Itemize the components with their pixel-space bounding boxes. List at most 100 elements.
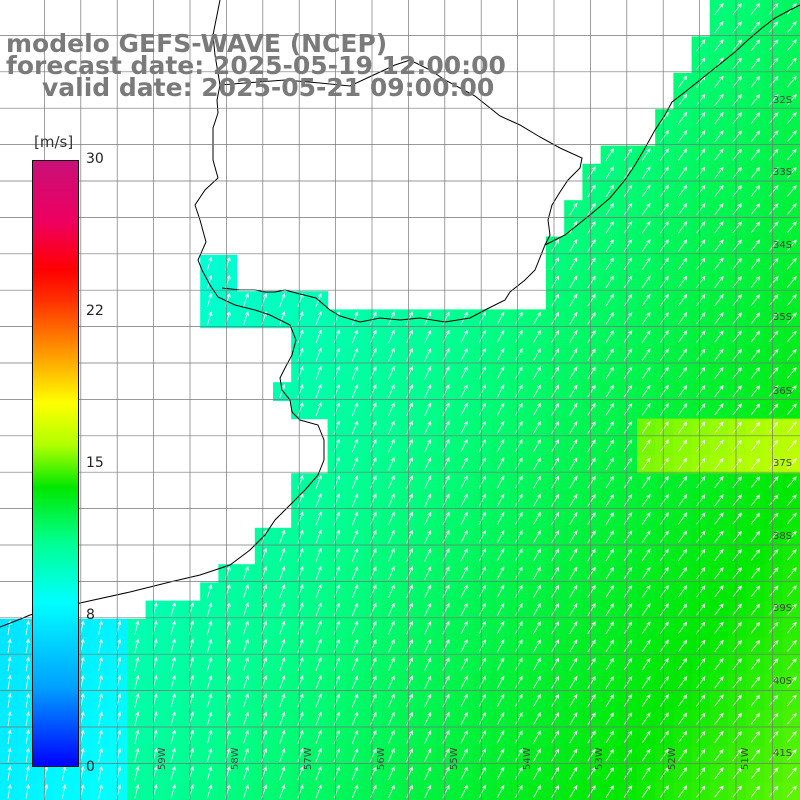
wind-speed-cell <box>618 327 638 347</box>
wind-speed-cell <box>673 327 693 347</box>
wind-arrow <box>696 330 706 343</box>
wind-arrow <box>369 365 377 380</box>
wind-arrow <box>678 275 688 289</box>
wind-arrow <box>297 620 304 635</box>
wind-arrow <box>750 148 761 161</box>
wind-speed-cell <box>473 400 492 420</box>
wind-speed-cell <box>582 436 602 456</box>
wind-arrow <box>605 330 615 343</box>
wind-speed-cell <box>673 200 693 219</box>
wind-arrow <box>297 402 304 417</box>
wind-arrow <box>460 675 468 689</box>
wind-speed-cell <box>491 455 511 474</box>
wind-speed-cell <box>564 600 583 620</box>
wind-speed-cell <box>582 764 602 784</box>
wind-arrow <box>678 293 688 307</box>
wind-arrow <box>696 603 706 616</box>
wind-arrow <box>605 512 615 525</box>
wind-arrow <box>768 530 779 543</box>
wind-arrow <box>388 311 395 326</box>
wind-arrow <box>533 402 541 416</box>
wind-speed-cell <box>655 582 674 602</box>
wind-speed-cell <box>564 345 583 365</box>
wind-speed-cell <box>655 345 674 365</box>
wind-arrow <box>206 274 213 289</box>
wind-speed-cell <box>509 327 529 347</box>
wind-speed-cell <box>764 145 784 165</box>
wind-arrow <box>406 766 413 781</box>
wind-speed-cell <box>728 36 747 56</box>
wind-arrow <box>641 548 651 562</box>
wind-arrow <box>732 130 742 143</box>
wind-arrow <box>714 2 724 15</box>
wind-speed-cell <box>673 746 693 765</box>
wind-arrow <box>623 530 633 543</box>
wind-speed-cell <box>509 709 529 729</box>
wind-speed-cell <box>582 273 602 292</box>
wind-arrow <box>25 747 30 763</box>
wind-speed-cell <box>618 400 638 420</box>
wind-speed-cell <box>546 291 565 310</box>
wind-speed-cell <box>582 618 602 638</box>
wind-speed-cell <box>691 546 711 565</box>
wind-speed-cell <box>564 491 583 511</box>
wind-arrow <box>678 494 688 507</box>
wind-speed-cell <box>582 527 602 547</box>
wind-arrow <box>533 620 541 635</box>
wind-arrow <box>732 621 742 634</box>
wind-arrow <box>623 694 633 707</box>
wind-speed-cell <box>491 491 511 511</box>
wind-speed-cell <box>673 254 693 274</box>
wind-arrow <box>406 693 413 708</box>
wind-speed-cell <box>746 218 765 238</box>
wind-speed-cell <box>673 400 693 420</box>
wind-arrow <box>98 784 103 799</box>
wind-speed-cell <box>655 618 674 638</box>
wind-arrow <box>732 457 742 470</box>
wind-speed-cell <box>728 254 747 274</box>
wind-arrow <box>587 748 596 762</box>
wind-arrow <box>351 602 359 617</box>
wind-arrow <box>369 384 377 398</box>
wind-arrow <box>587 257 596 271</box>
wind-arrow <box>496 511 505 526</box>
wind-speed-cell <box>491 509 511 529</box>
wind-speed-cell <box>746 127 765 147</box>
wind-arrow <box>460 420 468 435</box>
wind-arrow <box>496 457 505 471</box>
wind-arrow <box>750 621 761 634</box>
wind-arrow <box>351 565 359 580</box>
wind-arrow <box>170 656 176 672</box>
wind-speed-cell <box>509 691 529 711</box>
wind-arrow <box>641 512 651 525</box>
wind-arrow <box>605 530 615 544</box>
wind-arrow <box>714 530 724 543</box>
wind-arrow <box>696 566 706 580</box>
wind-speed-cell <box>746 254 765 274</box>
wind-speed-cell <box>582 163 602 183</box>
wind-speed-cell <box>546 418 565 438</box>
wind-arrow <box>569 530 578 544</box>
wind-arrow <box>623 148 633 161</box>
wind-speed-cell <box>764 637 784 656</box>
colorbar-tick-8: 8 <box>86 607 95 623</box>
wind-speed-cell <box>709 509 729 529</box>
wind-arrow <box>605 257 615 271</box>
wind-arrow <box>678 512 688 525</box>
wind-arrow <box>786 530 797 543</box>
wind-speed-cell <box>764 18 784 37</box>
wind-speed-cell <box>436 473 456 492</box>
wind-speed-cell <box>436 436 456 456</box>
wind-speed-cell <box>527 400 547 420</box>
wind-arrow <box>478 584 486 598</box>
wind-speed-cell <box>436 345 456 365</box>
wind-arrow <box>786 603 797 616</box>
wind-arrow <box>514 730 523 744</box>
wind-arrow <box>261 602 268 617</box>
wind-arrow <box>786 457 797 470</box>
wind-arrow <box>551 675 560 689</box>
wind-arrow <box>406 566 413 580</box>
wind-arrow <box>514 639 523 653</box>
wind-arrow <box>641 493 651 507</box>
